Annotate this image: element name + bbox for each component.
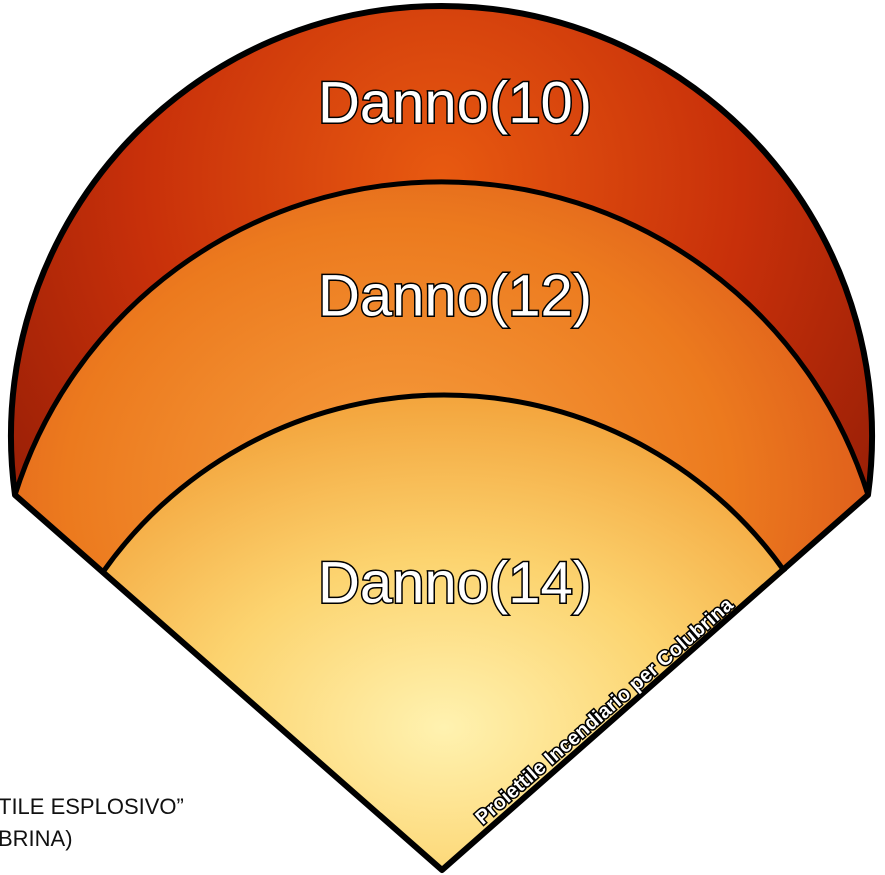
fan-template: Danno(10) Danno(12) Danno(14) Proiettile… bbox=[0, 0, 885, 875]
zone-label: Danno(12) bbox=[318, 263, 592, 328]
zone-label: Danno(14) bbox=[318, 550, 592, 615]
page: Danno(10) Danno(12) Danno(14) Proiettile… bbox=[0, 0, 885, 875]
side-note-line: BRINA) bbox=[0, 826, 73, 851]
zone-label: Danno(10) bbox=[318, 70, 592, 135]
side-note-line: TILE ESPLOSIVO” bbox=[0, 794, 184, 819]
